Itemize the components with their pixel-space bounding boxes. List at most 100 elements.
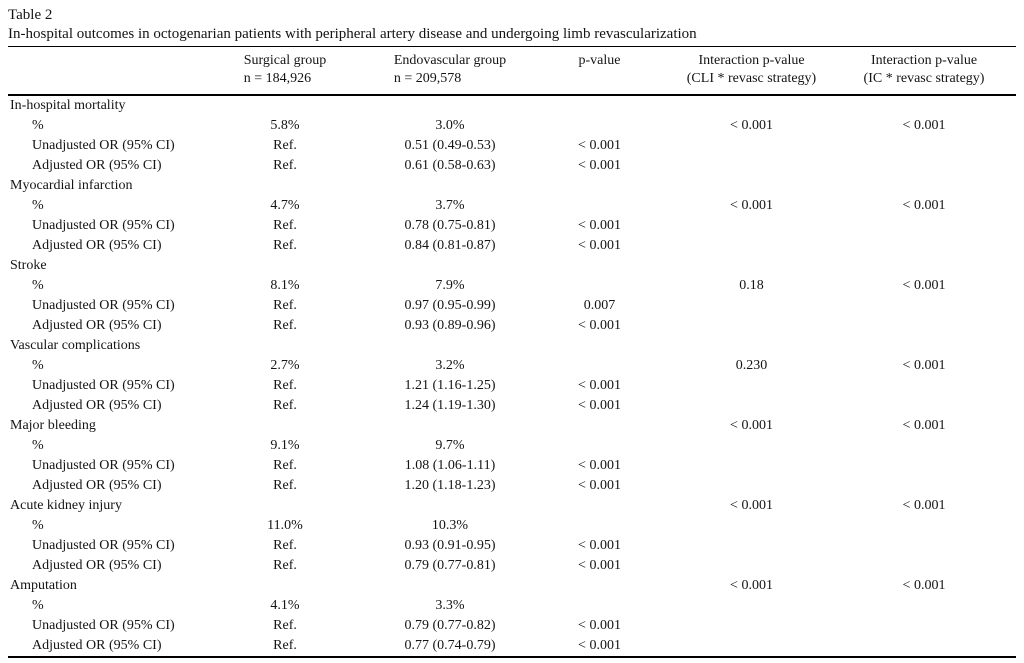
table-row: % 9.1% 9.7% [8, 436, 1016, 456]
cell-interaction-ic [832, 376, 1016, 396]
row-label: Unadjusted OR (95% CI) [32, 618, 175, 633]
endovascular-group-n: n = 209,578 [393, 71, 462, 86]
outcomes-table: Surgical group n = 184,926 Endovascular … [8, 46, 1016, 658]
cell-surgical [198, 336, 372, 356]
cell-interaction-cli [671, 95, 832, 116]
cell-surgical: Ref. [273, 458, 297, 473]
cell-surgical: 8.1% [270, 278, 300, 293]
row-label: % [32, 198, 44, 213]
cell-endovascular: 0.93 (0.89-0.96) [404, 318, 496, 333]
cell-interaction-ic [832, 136, 1016, 156]
cell-interaction-ic [832, 516, 1016, 536]
cell-interaction-ic [832, 636, 1016, 657]
cell-interaction-cli [671, 256, 832, 276]
table-row: % 8.1% 7.9% 0.18 < 0.001 [8, 276, 1016, 296]
cell-interaction-cli: < 0.001 [730, 198, 773, 213]
cell-interaction-ic: < 0.001 [902, 358, 946, 373]
table-row: % 2.7% 3.2% 0.230 < 0.001 [8, 356, 1016, 376]
cell-interaction-ic [832, 236, 1016, 256]
table-row: Unadjusted OR (95% CI) Ref. 0.93 (0.91-0.9… [8, 536, 1016, 556]
row-label: Adjusted OR (95% CI) [32, 398, 162, 413]
table-body: In-hospital mortality% 5.8% 3.0% < 0.001 < 0… [8, 95, 1016, 657]
cell-endovascular [372, 336, 528, 356]
cell-surgical: 5.8% [270, 118, 300, 133]
category-row: Major bleeding < 0.001 < 0.001 [8, 416, 1016, 436]
cell-endovascular [372, 176, 528, 196]
category-row: Acute kidney injury < 0.001 < 0.001 [8, 496, 1016, 516]
cell-endovascular: 3.0% [435, 118, 465, 133]
cell-interaction-ic [832, 476, 1016, 496]
table-row: Adjusted OR (95% CI) Ref. 0.61 (0.58-0.63)… [8, 156, 1016, 176]
cell-pvalue: 0.007 [583, 298, 616, 313]
row-label: Unadjusted OR (95% CI) [32, 458, 175, 473]
cell-interaction-cli [671, 636, 832, 657]
cell-interaction-cli [671, 236, 832, 256]
cell-pvalue: < 0.001 [578, 138, 621, 153]
table-row: Unadjusted OR (95% CI) Ref. 1.21 (1.16-1.2… [8, 376, 1016, 396]
cell-interaction-ic: < 0.001 [902, 498, 946, 513]
cell-interaction-ic: < 0.001 [902, 198, 946, 213]
cell-interaction-ic [832, 316, 1016, 336]
cell-pvalue: < 0.001 [578, 238, 621, 253]
category-row: Amputation < 0.001 < 0.001 [8, 576, 1016, 596]
table-row: Adjusted OR (95% CI) Ref. 0.84 (0.81-0.87)… [8, 236, 1016, 256]
cell-surgical: Ref. [273, 218, 297, 233]
cell-interaction-ic [832, 456, 1016, 476]
cell-pvalue: < 0.001 [578, 618, 621, 633]
cell-pvalue: < 0.001 [578, 218, 621, 233]
cell-interaction-ic: < 0.001 [902, 578, 946, 593]
cell-endovascular: 0.77 (0.74-0.79) [404, 638, 496, 653]
cell-endovascular [372, 496, 528, 516]
row-label: Vascular complications [10, 338, 141, 353]
cell-interaction-cli [671, 536, 832, 556]
cell-surgical: Ref. [273, 398, 297, 413]
cell-surgical: Ref. [273, 378, 297, 393]
interaction-cli-title: Interaction p-value [698, 53, 805, 68]
cell-surgical [198, 256, 372, 276]
cell-surgical [198, 95, 372, 116]
table-row: % 11.0% 10.3% [8, 516, 1016, 536]
cell-interaction-ic: < 0.001 [902, 278, 946, 293]
cell-surgical: Ref. [273, 638, 297, 653]
cell-endovascular: 1.08 (1.06-1.11) [404, 458, 496, 473]
cell-interaction-cli [671, 556, 832, 576]
cell-interaction-ic [832, 336, 1016, 356]
cell-pvalue [528, 596, 671, 616]
cell-surgical [198, 496, 372, 516]
row-label: % [32, 358, 44, 373]
row-label: Unadjusted OR (95% CI) [32, 378, 175, 393]
cell-pvalue [528, 176, 671, 196]
row-label: Adjusted OR (95% CI) [32, 238, 162, 253]
cell-pvalue [528, 356, 671, 376]
cell-surgical: Ref. [273, 558, 297, 573]
cell-interaction-ic: < 0.001 [902, 118, 946, 133]
cell-endovascular: 3.2% [435, 358, 465, 373]
cell-pvalue [528, 416, 671, 436]
category-row: In-hospital mortality [8, 95, 1016, 116]
cell-interaction-cli [671, 296, 832, 316]
cell-surgical [198, 176, 372, 196]
cell-interaction-cli [671, 436, 832, 456]
cell-surgical: Ref. [273, 318, 297, 333]
cell-pvalue: < 0.001 [578, 318, 621, 333]
cell-interaction-ic [832, 176, 1016, 196]
cell-interaction-cli [671, 376, 832, 396]
table-caption: In-hospital outcomes in octogenarian pat… [8, 26, 697, 42]
row-label: Stroke [10, 258, 47, 273]
cell-interaction-cli [671, 136, 832, 156]
table-row: Adjusted OR (95% CI) Ref. 1.24 (1.19-1.30)… [8, 396, 1016, 416]
cell-interaction-cli: < 0.001 [730, 418, 773, 433]
row-label: Unadjusted OR (95% CI) [32, 538, 175, 553]
category-row: Vascular complications [8, 336, 1016, 356]
column-header-interaction-cli: Interaction p-value (CLI * revasc strate… [671, 46, 832, 96]
cell-pvalue [528, 196, 671, 216]
surgical-group-title: Surgical group [243, 53, 327, 68]
cell-pvalue [528, 116, 671, 136]
table-row: Adjusted OR (95% CI) Ref. 0.77 (0.74-0.79)… [8, 636, 1016, 657]
row-label: Acute kidney injury [10, 498, 122, 513]
cell-surgical: 11.0% [267, 518, 303, 533]
cell-surgical: Ref. [273, 158, 297, 173]
cell-interaction-ic [832, 436, 1016, 456]
row-label: % [32, 278, 44, 293]
